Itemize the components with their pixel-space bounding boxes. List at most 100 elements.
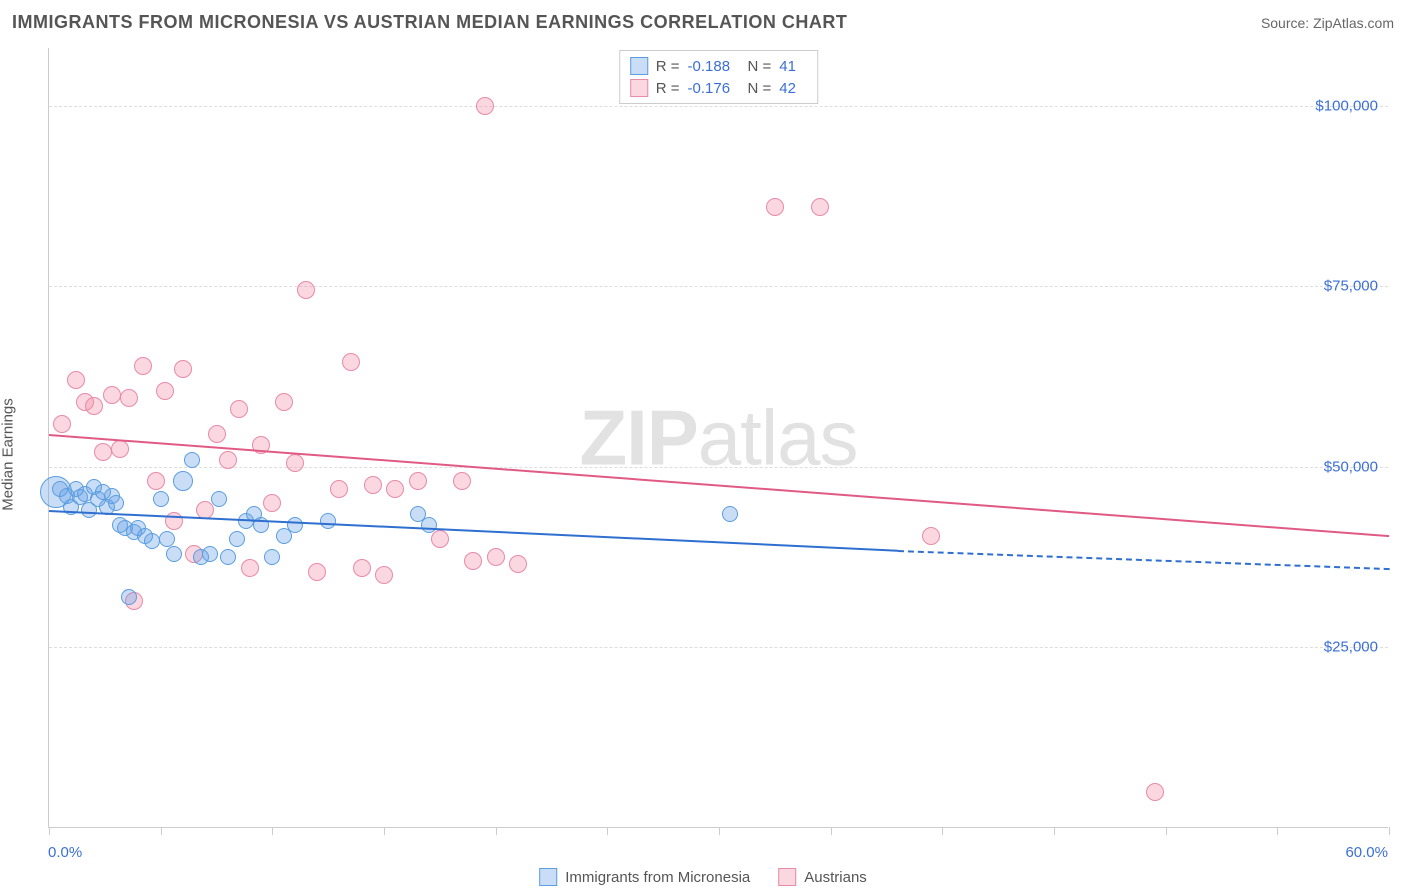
data-point <box>342 353 360 371</box>
data-point <box>286 454 304 472</box>
y-tick-label: $100,000 <box>1315 97 1378 114</box>
x-tick <box>49 827 50 835</box>
chart-title: IMMIGRANTS FROM MICRONESIA VS AUSTRIAN M… <box>12 12 847 33</box>
x-axis-min-label: 0.0% <box>48 844 82 861</box>
data-point <box>464 552 482 570</box>
data-point <box>275 393 293 411</box>
data-point <box>241 559 259 577</box>
data-point <box>811 198 829 216</box>
data-point <box>386 480 404 498</box>
data-point <box>121 589 137 605</box>
data-point <box>264 549 280 565</box>
x-tick <box>607 827 608 835</box>
data-point <box>375 566 393 584</box>
x-axis-max-label: 60.0% <box>1345 844 1388 861</box>
data-point <box>1146 783 1164 801</box>
x-tick <box>161 827 162 835</box>
data-point <box>103 386 121 404</box>
data-point <box>220 549 236 565</box>
stat-r-value: -0.188 <box>688 58 740 75</box>
trend-line-extrapolated <box>898 550 1389 570</box>
data-point <box>421 517 437 533</box>
data-point <box>184 452 200 468</box>
legend-item: Austrians <box>778 868 867 886</box>
y-tick-label: $25,000 <box>1324 639 1378 656</box>
data-point <box>219 451 237 469</box>
data-point <box>409 472 427 490</box>
data-point <box>320 513 336 529</box>
y-tick-label: $75,000 <box>1324 278 1378 295</box>
y-axis-label: Median Earnings <box>0 398 17 511</box>
x-tick <box>384 827 385 835</box>
data-point <box>144 533 160 549</box>
x-tick <box>1389 827 1390 835</box>
data-point <box>487 548 505 566</box>
stat-r-value: -0.176 <box>688 80 740 97</box>
data-point <box>111 440 129 458</box>
legend-swatch <box>778 868 796 886</box>
data-point <box>94 443 112 461</box>
legend-item: Immigrants from Micronesia <box>539 868 750 886</box>
data-point <box>476 97 494 115</box>
data-point <box>153 491 169 507</box>
data-point <box>120 389 138 407</box>
gridline <box>49 106 1388 107</box>
stat-n-value: 41 <box>779 58 807 75</box>
data-point <box>509 555 527 573</box>
legend-swatch <box>630 79 648 97</box>
data-point <box>922 527 940 545</box>
data-point <box>67 371 85 389</box>
gridline <box>49 286 1388 287</box>
data-point <box>174 360 192 378</box>
legend-label: Immigrants from Micronesia <box>565 869 750 886</box>
data-point <box>147 472 165 490</box>
data-point <box>263 494 281 512</box>
data-point <box>229 531 245 547</box>
gridline <box>49 467 1388 468</box>
stats-legend: R =-0.188N =41R =-0.176N =42 <box>619 50 819 104</box>
stat-r-label: R = <box>656 58 680 75</box>
legend-label: Austrians <box>804 869 867 886</box>
x-tick <box>1166 827 1167 835</box>
data-point <box>330 480 348 498</box>
data-point <box>173 471 193 491</box>
data-point <box>722 506 738 522</box>
plot-area: ZIPatlas R =-0.188N =41R =-0.176N =42 $2… <box>48 48 1388 828</box>
data-point <box>308 563 326 581</box>
data-point <box>156 382 174 400</box>
x-tick <box>1277 827 1278 835</box>
x-tick <box>272 827 273 835</box>
x-tick <box>496 827 497 835</box>
data-point <box>230 400 248 418</box>
stats-legend-row: R =-0.188N =41 <box>630 55 808 77</box>
stat-n-label: N = <box>748 80 772 97</box>
data-point <box>211 491 227 507</box>
data-point <box>53 415 71 433</box>
y-tick-label: $50,000 <box>1324 458 1378 475</box>
watermark: ZIPatlas <box>579 392 857 483</box>
data-point <box>364 476 382 494</box>
data-point <box>208 425 226 443</box>
data-point <box>431 530 449 548</box>
stat-n-value: 42 <box>779 80 807 97</box>
data-point <box>108 495 124 511</box>
x-tick <box>1054 827 1055 835</box>
data-point <box>453 472 471 490</box>
gridline <box>49 647 1388 648</box>
data-point <box>166 546 182 562</box>
data-point <box>353 559 371 577</box>
x-tick <box>719 827 720 835</box>
data-point <box>134 357 152 375</box>
data-point <box>287 517 303 533</box>
data-point <box>766 198 784 216</box>
source-attribution: Source: ZipAtlas.com <box>1261 15 1394 31</box>
x-tick <box>942 827 943 835</box>
legend-swatch <box>539 868 557 886</box>
data-point <box>202 546 218 562</box>
data-point <box>85 397 103 415</box>
x-tick <box>831 827 832 835</box>
legend-swatch <box>630 57 648 75</box>
stat-r-label: R = <box>656 80 680 97</box>
series-legend: Immigrants from Micronesia Austrians <box>539 868 867 886</box>
data-point <box>297 281 315 299</box>
